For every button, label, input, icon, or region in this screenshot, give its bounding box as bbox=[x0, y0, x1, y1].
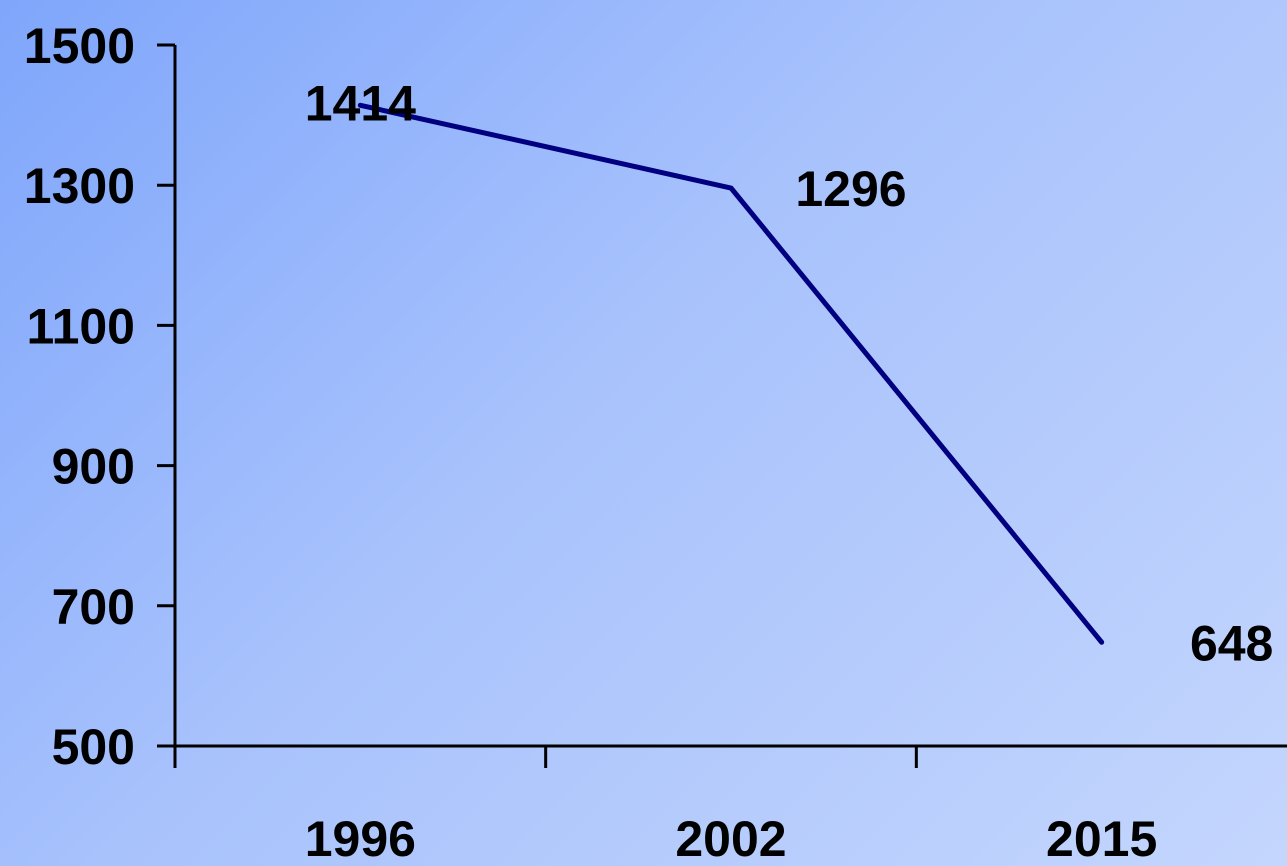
data-label: 1414 bbox=[305, 75, 416, 131]
x-tick-label: 1996 bbox=[305, 811, 416, 866]
x-axis: 1996 2002 2015 bbox=[173, 744, 1287, 866]
x-tick-label: 2002 bbox=[675, 811, 786, 866]
y-tick-label: 1100 bbox=[27, 298, 135, 354]
y-tick-label: 500 bbox=[52, 719, 135, 775]
data-point bbox=[359, 104, 362, 107]
data-label: 1296 bbox=[795, 161, 906, 217]
data-point bbox=[1100, 641, 1103, 644]
series-line bbox=[357, 102, 1105, 645]
y-tick-label: 1300 bbox=[24, 158, 135, 214]
y-axis: 500 700 900 1100 1300 1500 bbox=[24, 18, 177, 775]
data-point bbox=[730, 187, 732, 190]
y-tick-label: 900 bbox=[52, 439, 135, 495]
y-tick-label: 1500 bbox=[24, 18, 135, 74]
series: 1414 1296 648 bbox=[305, 75, 1274, 671]
data-label: 648 bbox=[1190, 615, 1273, 671]
y-tick-label: 700 bbox=[52, 579, 135, 635]
x-tick-label: 2015 bbox=[1046, 811, 1157, 866]
